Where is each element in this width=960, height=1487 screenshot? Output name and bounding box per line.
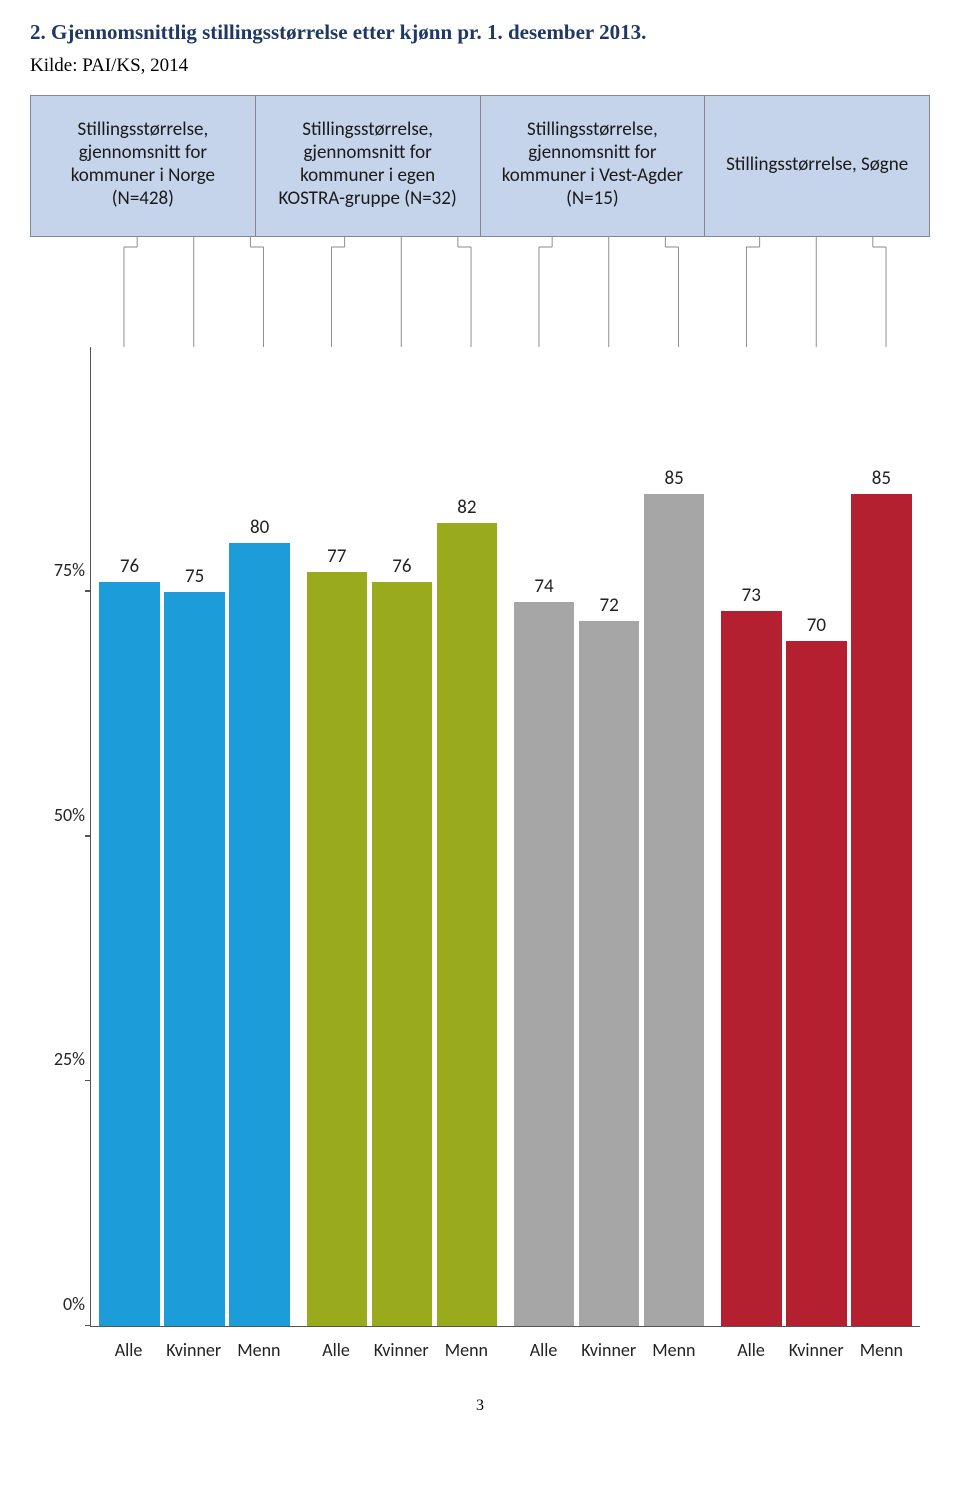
bar-col: 85	[851, 347, 912, 1326]
bar-value-label: 72	[599, 594, 618, 617]
bar-col: 80	[229, 347, 290, 1326]
bar-rect	[579, 621, 640, 1326]
y-tick-label: 75%	[41, 559, 85, 581]
plot-inner: 767580777682747285737085 0%25%50%75%	[90, 347, 920, 1327]
bar-rect	[514, 602, 575, 1326]
bar-col: 77	[307, 347, 368, 1326]
x-label: Menn	[851, 1333, 912, 1367]
bar-value-label: 76	[120, 555, 139, 578]
bar-value-label: 85	[872, 467, 891, 490]
bar-rect	[229, 543, 290, 1326]
page-number: 3	[30, 1397, 930, 1415]
bar-rect	[307, 572, 368, 1326]
y-tick-mark	[85, 1325, 91, 1327]
bar-value-label: 74	[534, 575, 553, 598]
y-tick-label: 25%	[41, 1048, 85, 1070]
bar-rect	[372, 582, 433, 1326]
group-header-0: Stillingsstørrelse, gjennomsnitt for kom…	[30, 96, 255, 236]
chart-container: Stillingsstørrelse, gjennomsnitt for kom…	[30, 95, 930, 1367]
bar-value-label: 85	[665, 467, 684, 490]
bar-rect	[721, 611, 782, 1326]
x-label-group: AlleKvinnerMenn	[90, 1333, 298, 1367]
bar-rect	[786, 641, 847, 1326]
y-tick-mark	[85, 835, 91, 837]
bar-rect	[437, 523, 498, 1326]
group-header-3: Stillingsstørrelse, Søgne	[704, 96, 930, 236]
bar-value-label: 76	[392, 555, 411, 578]
x-label-group: AlleKvinnerMenn	[505, 1333, 713, 1367]
bar-group-0: 76 75 80	[91, 347, 298, 1326]
bar-col: 73	[721, 347, 782, 1326]
bar-col: 76	[99, 347, 160, 1326]
bar-group-1: 77 76 82	[298, 347, 505, 1326]
bar-col: 85	[644, 347, 705, 1326]
bar-value-label: 77	[327, 545, 346, 568]
x-label: Menn	[436, 1333, 497, 1367]
bar-group-3: 73 70 85	[713, 347, 920, 1326]
x-label: Menn	[229, 1333, 290, 1367]
x-label: Kvinner	[786, 1333, 847, 1367]
bar-col: 70	[786, 347, 847, 1326]
x-label: Kvinner	[163, 1333, 224, 1367]
bar-col: 72	[579, 347, 640, 1326]
bar-rect	[644, 494, 705, 1326]
bar-rect	[99, 582, 160, 1326]
group-header-2: Stillingsstørrelse, gjennomsnitt for kom…	[480, 96, 705, 236]
bar-value-label: 70	[807, 614, 826, 637]
y-tick-label: 0%	[41, 1293, 85, 1315]
x-label: Kvinner	[371, 1333, 432, 1367]
bar-value-label: 82	[457, 496, 476, 519]
x-label-group: AlleKvinnerMenn	[298, 1333, 506, 1367]
bar-value-label: 75	[185, 565, 204, 588]
bar-col: 76	[372, 347, 433, 1326]
x-label-group: AlleKvinnerMenn	[713, 1333, 921, 1367]
x-label: Alle	[513, 1333, 574, 1367]
chart-title: 2. Gjennomsnittlig stillingsstørrelse et…	[30, 20, 930, 45]
x-label: Kvinner	[578, 1333, 639, 1367]
chart-source: Kilde: PAI/KS, 2014	[30, 55, 930, 77]
x-label: Alle	[721, 1333, 782, 1367]
bar-value-label: 80	[250, 516, 269, 539]
bar-group-2: 74 72 85	[506, 347, 713, 1326]
y-tick-label: 50%	[41, 804, 85, 826]
x-labels: AlleKvinnerMennAlleKvinnerMennAlleKvinne…	[90, 1333, 920, 1367]
bar-col: 74	[514, 347, 575, 1326]
bar-rect	[851, 494, 912, 1326]
plot-area: 76 75 80 77 76 82 74 72 85 73 70 85 0% 25% 50% 75% All…	[30, 347, 930, 1367]
bar-col: 82	[437, 347, 498, 1326]
bar-col: 75	[164, 347, 225, 1326]
bars-layer: 76 75 80 77 76 82 74 72 85 73 70 85	[91, 347, 920, 1326]
connector-lines	[30, 237, 930, 347]
bar-rect	[164, 592, 225, 1326]
x-label: Alle	[306, 1333, 367, 1367]
group-headers: Stillingsstørrelse, gjennomsnitt for kom…	[30, 95, 930, 237]
x-label: Menn	[644, 1333, 705, 1367]
group-header-1: Stillingsstørrelse, gjennomsnitt for kom…	[255, 96, 480, 236]
bar-value-label: 73	[742, 584, 761, 607]
y-tick-mark	[85, 590, 91, 592]
x-label: Alle	[98, 1333, 159, 1367]
y-tick-mark	[85, 1080, 91, 1082]
